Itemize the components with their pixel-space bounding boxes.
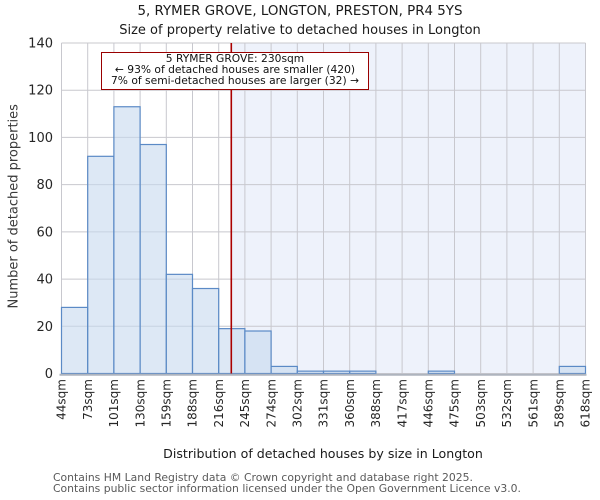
- x-tick-label: 360sqm: [343, 379, 357, 427]
- x-tick-label: 618sqm: [579, 379, 593, 427]
- x-tick-label: 188sqm: [186, 379, 200, 427]
- x-tick-label: 589sqm: [553, 379, 567, 427]
- x-tick-label: 331sqm: [317, 379, 331, 427]
- y-tick-label: 140: [28, 37, 53, 52]
- x-tick-label: 417sqm: [395, 379, 409, 427]
- x-tick-label: 532sqm: [500, 379, 514, 427]
- histogram-bar: [427, 370, 456, 375]
- y-tick-label: 40: [36, 273, 53, 288]
- histogram-bar: [60, 306, 89, 375]
- annotation-property-size: 5 RYMER GROVE: 230sqm: [165, 52, 305, 65]
- chart-title: 5, RYMER GROVE, LONGTON, PRESTON, PR4 5Y…: [137, 4, 463, 19]
- plot-svg: 0 20 40 60 80 100 120 140 44sqm 73sqm 101sqm 130sqm…: [28, 37, 593, 428]
- histogram-bar: [191, 287, 220, 375]
- chart-subtitle: Size of property relative to detached ho…: [119, 23, 481, 38]
- x-tick-label: 73sqm: [81, 379, 95, 420]
- x-tick-label: 130sqm: [133, 379, 147, 427]
- histogram-bar: [349, 370, 377, 375]
- histogram-bar: [139, 143, 167, 375]
- y-tick-label: 20: [36, 320, 53, 335]
- histogram-bar: [558, 365, 587, 375]
- footer-line-1: Contains HM Land Registry data © Crown c…: [53, 471, 473, 484]
- x-tick-label: 302sqm: [291, 379, 305, 427]
- histogram-bar: [322, 370, 351, 375]
- x-tick-label: 274sqm: [264, 379, 278, 427]
- x-tick-label: 101sqm: [107, 379, 121, 427]
- annotation-box: 5 RYMER GROVE: 230sqm ← 93% of detached …: [101, 52, 369, 90]
- y-tick-label: 0: [45, 367, 53, 382]
- histogram-bar: [165, 273, 194, 375]
- histogram-bar: [87, 155, 115, 375]
- x-tick-label: 245sqm: [238, 379, 252, 427]
- region-larger-shade: [231, 43, 586, 374]
- histogram-bar: [244, 330, 272, 375]
- histogram-bar: [296, 370, 325, 375]
- y-tick-label: 80: [36, 178, 53, 193]
- footer-attribution: Contains HM Land Registry data © Crown c…: [53, 472, 521, 495]
- x-tick-label: 159sqm: [160, 379, 174, 427]
- y-axis-label: Number of detached properties: [6, 104, 22, 309]
- x-tick-label: 475sqm: [448, 379, 462, 427]
- histogram-bar: [270, 365, 298, 375]
- y-tick-label: 120: [28, 84, 53, 99]
- x-tick-label: 388sqm: [369, 379, 383, 427]
- x-tick-label: 561sqm: [526, 379, 540, 427]
- annotation-larger-stat: 7% of semi-detached houses are larger (3…: [111, 73, 359, 87]
- x-tick-label: 503sqm: [474, 379, 488, 427]
- x-axis-label: Distribution of detached houses by size …: [163, 446, 483, 461]
- x-tick-label: 44sqm: [55, 379, 69, 420]
- annotation-smaller-stat: ← 93% of detached houses are smaller (42…: [114, 62, 356, 76]
- footer-line-2: Contains public sector information licen…: [53, 482, 521, 496]
- histogram-bar: [113, 106, 141, 375]
- x-tick-label: 446sqm: [422, 379, 436, 427]
- y-tick-label: 100: [28, 131, 53, 146]
- y-tick-label: 60: [36, 225, 53, 240]
- x-tick-label: 216sqm: [212, 379, 226, 427]
